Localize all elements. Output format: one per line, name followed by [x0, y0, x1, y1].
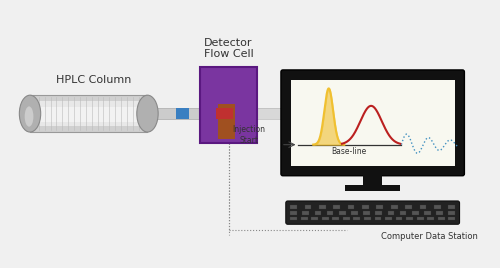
Bar	[400, 211, 406, 215]
Ellipse shape	[137, 95, 158, 132]
Bar	[412, 211, 418, 215]
Bar	[300, 217, 308, 220]
Bar	[322, 217, 328, 220]
Bar	[428, 217, 434, 220]
Bar	[363, 172, 382, 187]
Bar	[348, 205, 354, 209]
Bar	[438, 217, 444, 220]
Bar	[326, 211, 334, 215]
Text: Detector
Flow Cell: Detector Flow Cell	[204, 38, 254, 59]
Bar	[434, 205, 441, 209]
Bar	[396, 217, 402, 220]
Bar	[406, 217, 413, 220]
Bar	[448, 211, 455, 215]
Bar	[385, 217, 392, 220]
Bar	[391, 205, 398, 209]
Bar	[302, 211, 309, 215]
Bar	[290, 217, 297, 220]
Bar	[448, 205, 455, 209]
Bar	[364, 217, 371, 220]
Bar	[416, 217, 424, 220]
FancyBboxPatch shape	[281, 70, 464, 176]
Bar	[30, 101, 148, 126]
Bar	[448, 217, 455, 220]
Ellipse shape	[24, 106, 34, 127]
Text: HPLC Column: HPLC Column	[56, 76, 132, 85]
Bar	[405, 205, 412, 209]
Bar	[376, 205, 384, 209]
Bar	[305, 108, 315, 119]
Bar	[290, 211, 297, 215]
Bar	[354, 217, 360, 220]
Bar	[176, 108, 189, 119]
Bar	[290, 205, 297, 209]
Bar	[332, 217, 339, 220]
Bar	[339, 211, 345, 215]
Bar	[343, 217, 349, 220]
Text: Injection
Start: Injection Start	[232, 125, 266, 145]
Bar	[376, 211, 382, 215]
Bar	[334, 205, 340, 209]
Ellipse shape	[20, 95, 40, 132]
Bar	[351, 211, 358, 215]
Bar	[200, 67, 256, 143]
Bar	[30, 95, 148, 132]
FancyBboxPatch shape	[286, 201, 460, 224]
Bar	[216, 108, 234, 119]
Bar	[154, 108, 200, 119]
Bar	[388, 211, 394, 215]
Bar	[256, 108, 402, 119]
Bar	[290, 80, 454, 166]
Text: Computer Data Station: Computer Data Station	[381, 232, 478, 241]
Bar	[319, 205, 326, 209]
Bar	[420, 205, 426, 209]
Bar	[312, 217, 318, 220]
Bar	[363, 211, 370, 215]
Bar	[32, 107, 146, 122]
Bar	[436, 211, 443, 215]
Bar	[424, 211, 431, 215]
Bar	[346, 185, 400, 191]
Bar	[304, 205, 312, 209]
Bar	[374, 217, 382, 220]
Polygon shape	[400, 108, 419, 119]
Bar	[362, 205, 369, 209]
Bar	[218, 104, 236, 139]
Bar	[314, 211, 322, 215]
Text: Base-line: Base-line	[331, 147, 366, 156]
